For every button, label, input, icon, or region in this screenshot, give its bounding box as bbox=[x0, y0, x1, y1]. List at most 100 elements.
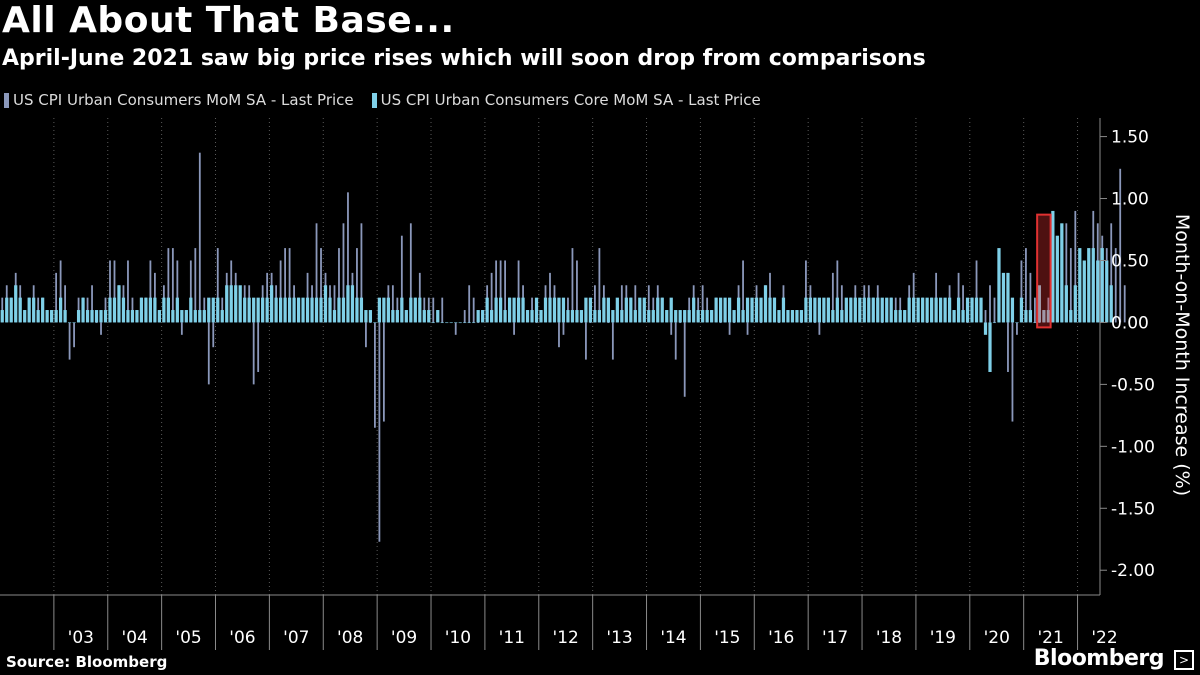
bar-core bbox=[50, 310, 54, 323]
bar-core bbox=[301, 297, 305, 323]
bar-headline bbox=[674, 322, 677, 360]
bar-headline bbox=[728, 322, 731, 335]
bar-headline bbox=[1074, 210, 1077, 323]
bar-core bbox=[557, 297, 561, 323]
bar-core bbox=[1078, 248, 1082, 323]
bar-core bbox=[287, 297, 292, 323]
x-tick-label: '03 bbox=[68, 628, 94, 648]
bar-core bbox=[1069, 310, 1073, 323]
bar-core bbox=[840, 310, 844, 323]
bar-core bbox=[602, 297, 606, 323]
bar-headline bbox=[100, 322, 102, 335]
bar-core bbox=[997, 248, 1001, 323]
bar-headline bbox=[279, 260, 282, 323]
bar-core bbox=[252, 297, 256, 323]
bar-headline bbox=[109, 260, 111, 323]
bar-headline bbox=[320, 248, 322, 323]
bar-core bbox=[714, 297, 718, 323]
bar-headline bbox=[171, 248, 174, 323]
legend: US CPI Urban Consumers MoM SA - Last Pri… bbox=[4, 91, 761, 109]
bar-core bbox=[193, 310, 197, 323]
x-tick-label: '18 bbox=[876, 628, 902, 648]
bar-headline bbox=[975, 260, 978, 323]
bar-headline bbox=[176, 260, 179, 323]
bar-core bbox=[804, 297, 808, 323]
bar-core bbox=[463, 322, 467, 324]
bar-core bbox=[454, 322, 458, 324]
bar-headline bbox=[369, 322, 372, 324]
bar-core bbox=[732, 310, 736, 323]
legend-swatch-headline bbox=[4, 92, 9, 108]
bar-core bbox=[256, 297, 260, 323]
bar-headline bbox=[472, 297, 475, 323]
y-tick-label: 0.00 bbox=[1111, 313, 1149, 333]
bar-core bbox=[611, 310, 615, 323]
bar-core bbox=[912, 297, 916, 323]
bar-core bbox=[669, 297, 673, 323]
bar-core bbox=[633, 310, 637, 323]
bar-core bbox=[894, 310, 898, 323]
bar-core bbox=[157, 310, 161, 323]
bar-headline bbox=[683, 322, 686, 397]
bar-headline bbox=[1011, 322, 1014, 422]
bar-core bbox=[377, 297, 381, 323]
bar-core bbox=[5, 297, 9, 323]
bar-headline bbox=[800, 322, 803, 324]
bar-headline bbox=[733, 322, 735, 324]
bar-core bbox=[292, 297, 296, 323]
bar-core bbox=[593, 310, 597, 323]
bar-headline bbox=[607, 322, 610, 324]
x-tick-label: '06 bbox=[229, 628, 255, 648]
bar-core bbox=[903, 310, 907, 323]
bar-core bbox=[1082, 260, 1086, 323]
highlight-apr-jun-2021 bbox=[1036, 213, 1052, 329]
bar-headline bbox=[594, 285, 596, 323]
bar-core bbox=[858, 297, 862, 323]
bar-core bbox=[588, 297, 593, 323]
y-tick-label: -2.00 bbox=[1111, 561, 1155, 581]
bar-core bbox=[72, 322, 76, 324]
bar-core bbox=[328, 297, 332, 323]
bar-headline bbox=[495, 260, 498, 323]
bar-headline bbox=[68, 322, 71, 360]
bar-core bbox=[305, 297, 310, 323]
bar-headline bbox=[719, 322, 722, 324]
bar-core bbox=[552, 297, 557, 323]
bar-core bbox=[763, 285, 768, 323]
bar-core bbox=[364, 310, 368, 323]
bar-core bbox=[202, 310, 206, 323]
brand-logo-text: Bloomberg bbox=[1033, 646, 1165, 671]
axis-layer: '03 '04 '05 '06 '07 '08 '09 '10 '11 '12 '13 '14 '15 '… bbox=[0, 118, 1155, 650]
bar-core bbox=[530, 310, 534, 323]
bar-headline bbox=[504, 260, 506, 323]
bar-core bbox=[925, 297, 929, 323]
bar-core bbox=[786, 310, 790, 323]
bar-headline bbox=[131, 297, 134, 323]
bar-core bbox=[939, 297, 943, 323]
bar-headline bbox=[1007, 322, 1009, 372]
bar-core bbox=[494, 297, 498, 323]
bar-core bbox=[862, 297, 866, 323]
bar-headline bbox=[167, 248, 170, 323]
bar-core bbox=[885, 297, 889, 323]
bar-core bbox=[148, 297, 153, 323]
bar-core bbox=[279, 297, 283, 323]
bar-headline bbox=[576, 260, 578, 323]
bar-core bbox=[130, 310, 135, 323]
bar-core bbox=[243, 297, 247, 323]
bar-core bbox=[112, 297, 117, 323]
bar-headline bbox=[432, 297, 435, 323]
bar-core bbox=[956, 297, 961, 323]
bar-headline bbox=[899, 297, 902, 323]
bar-headline bbox=[1123, 285, 1126, 323]
bar-core bbox=[386, 297, 390, 323]
bar-core bbox=[1015, 322, 1019, 324]
bar-core bbox=[395, 310, 399, 323]
bar-core bbox=[54, 310, 58, 323]
bar-core bbox=[1051, 210, 1055, 323]
bar-core bbox=[234, 285, 238, 323]
bar-core bbox=[314, 297, 319, 323]
bar-core bbox=[359, 297, 364, 323]
y-axis-label: Month-on-Month Increase (%) bbox=[1171, 214, 1193, 496]
bar-core bbox=[81, 297, 85, 323]
